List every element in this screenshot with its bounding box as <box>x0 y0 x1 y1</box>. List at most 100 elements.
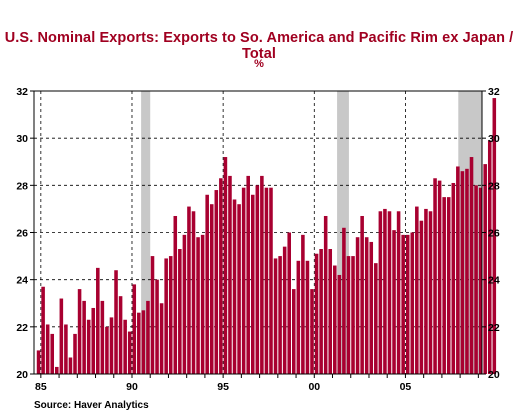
bar <box>59 298 64 374</box>
bar <box>305 260 310 374</box>
bar <box>301 234 305 374</box>
y-tick-label-right: 20 <box>488 369 500 381</box>
x-tick-label: 85 <box>35 381 47 393</box>
bar <box>260 175 264 374</box>
bar <box>255 185 260 374</box>
bar <box>465 168 469 374</box>
bar <box>269 187 273 374</box>
y-tick-label-right: 32 <box>488 86 500 98</box>
x-tick-label: 90 <box>126 381 138 393</box>
y-tick-label-right: 22 <box>488 322 500 334</box>
bar <box>209 204 214 374</box>
bar <box>319 249 323 374</box>
bar <box>127 331 132 374</box>
bar <box>86 319 91 374</box>
bar <box>469 157 474 374</box>
y-tick-label-left: 20 <box>16 369 28 381</box>
y-tick-label-left: 26 <box>16 228 28 240</box>
y-tick-label-left: 22 <box>16 322 28 334</box>
x-tick-label: 05 <box>400 381 412 393</box>
bar <box>451 182 456 374</box>
bar <box>405 234 410 374</box>
bar <box>474 185 478 374</box>
tick-labels: 20 20 22 22 24 24 26 26 28 28 30 30 32 32 85 90 95 00 05 <box>16 86 500 393</box>
bar <box>355 237 360 374</box>
y-tick-label-left: 28 <box>16 180 28 192</box>
bar <box>73 333 77 374</box>
y-tick-label-right: 30 <box>488 133 500 145</box>
bar <box>264 187 269 374</box>
bar <box>378 211 383 374</box>
bar <box>433 178 437 374</box>
bar <box>401 234 405 374</box>
bar <box>132 284 137 374</box>
bar <box>387 211 392 374</box>
bar <box>123 319 127 374</box>
recession-band-0 <box>141 91 151 374</box>
bar <box>415 206 419 374</box>
source-note: Source: Haver Analytics <box>34 400 149 411</box>
bar <box>137 312 141 374</box>
bar <box>291 289 296 374</box>
bar <box>77 289 82 374</box>
bar <box>196 237 200 374</box>
bar <box>419 220 424 374</box>
bar <box>437 180 442 374</box>
bar <box>342 227 346 374</box>
bar <box>250 194 255 374</box>
bar <box>360 215 364 374</box>
bar <box>159 303 164 374</box>
bar <box>328 249 333 374</box>
bar <box>146 300 150 374</box>
bar <box>446 197 451 374</box>
bar <box>287 232 291 374</box>
bar <box>314 253 319 374</box>
bar <box>82 300 86 374</box>
bar <box>374 263 378 374</box>
bar <box>187 206 191 374</box>
bar <box>278 256 282 374</box>
bar <box>442 197 446 374</box>
bar <box>68 357 73 374</box>
bar <box>410 232 415 374</box>
y-tick-label-left: 24 <box>16 275 28 287</box>
bar <box>228 175 232 374</box>
bar <box>483 164 487 374</box>
bar <box>456 166 460 374</box>
y-tick-label-right: 26 <box>488 228 500 240</box>
bar <box>168 256 173 374</box>
bar <box>478 187 483 374</box>
bar <box>223 157 228 374</box>
bar <box>396 211 401 374</box>
bar <box>241 187 246 374</box>
bar <box>96 267 100 374</box>
bar <box>383 208 387 374</box>
bar <box>219 178 223 374</box>
bar <box>392 230 396 374</box>
bar <box>178 249 182 374</box>
bar <box>91 307 96 374</box>
bars <box>36 98 497 374</box>
bar <box>364 237 369 374</box>
bar <box>45 324 50 374</box>
bar <box>164 258 168 374</box>
bar <box>337 274 342 374</box>
y-tick-label-left: 32 <box>16 86 28 98</box>
bar <box>351 256 355 374</box>
bar <box>296 260 301 374</box>
bar <box>333 265 337 374</box>
bar <box>109 317 114 374</box>
bar <box>369 241 374 374</box>
bar <box>460 171 465 374</box>
bar <box>232 199 237 374</box>
bar <box>36 350 41 374</box>
chart-subtitle: % <box>254 58 264 70</box>
bar <box>205 194 209 374</box>
bar <box>100 300 105 374</box>
x-tick-label: 95 <box>217 381 229 393</box>
bar <box>41 286 45 374</box>
bar <box>273 258 278 374</box>
bar <box>105 326 109 374</box>
bar <box>487 140 492 374</box>
bar <box>191 211 196 374</box>
